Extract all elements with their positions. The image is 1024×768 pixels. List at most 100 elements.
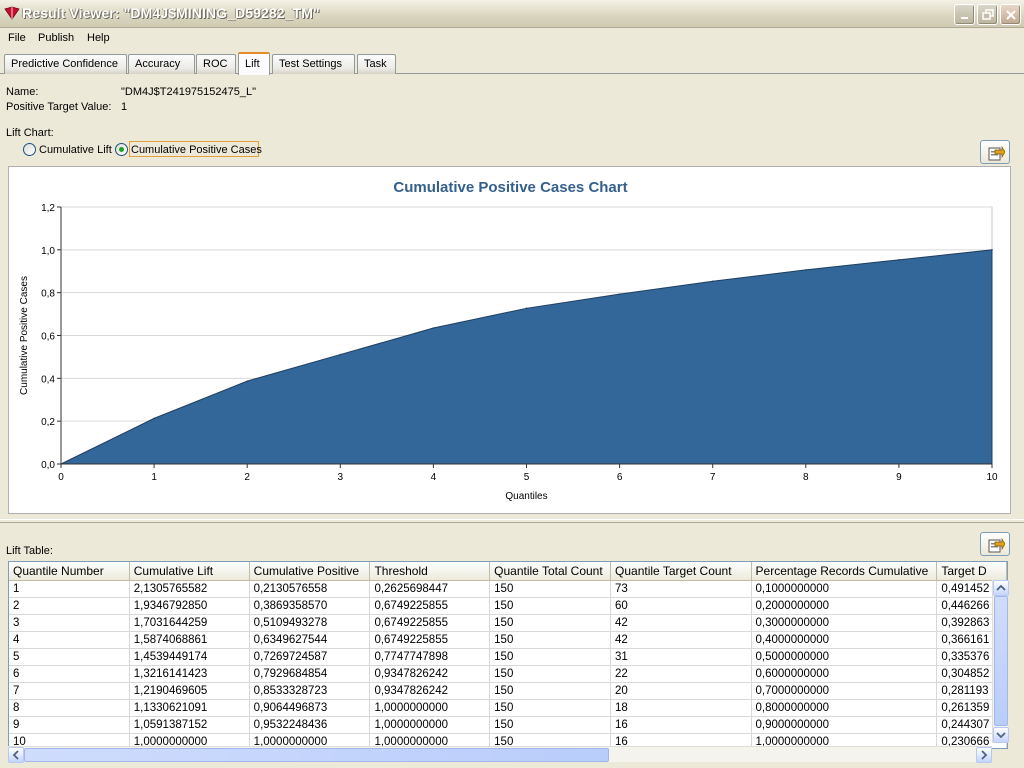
table-cell[interactable]: 1,1330621091 <box>129 699 250 717</box>
radio-cumulative-lift-label[interactable]: Cumulative Lift <box>39 144 112 156</box>
table-cell[interactable]: 0,6000000000 <box>751 665 938 683</box>
table-cell[interactable]: 60 <box>610 597 752 615</box>
table-cell[interactable]: 0,7929684854 <box>249 665 371 683</box>
menu-publish[interactable]: Publish <box>38 32 75 44</box>
table-cell[interactable]: 18 <box>610 699 752 717</box>
scroll-down-button[interactable] <box>993 727 1009 743</box>
horizontal-scrollbar[interactable] <box>8 746 992 763</box>
table-cell[interactable]: 1,0000000000 <box>369 699 491 717</box>
table-cell[interactable]: 0,230666 <box>936 733 1007 748</box>
table-cell[interactable]: 0,8000000000 <box>751 699 938 717</box>
table-cell[interactable]: 0,9532248436 <box>249 716 371 734</box>
table-cell[interactable]: 0,7747747898 <box>369 648 491 666</box>
table-cell[interactable]: 0,9347826242 <box>369 665 491 683</box>
table-cell[interactable]: 7 <box>9 682 130 700</box>
close-button[interactable] <box>1000 4 1021 25</box>
table-cell[interactable]: 150 <box>489 716 612 734</box>
menu-help[interactable]: Help <box>87 32 110 44</box>
table-cell[interactable]: 0,392863 <box>936 614 1007 632</box>
splitter[interactable] <box>0 519 1024 523</box>
column-header[interactable]: Percentage Records Cumulative <box>751 562 938 581</box>
table-cell[interactable]: 2,1305765582 <box>129 580 250 598</box>
column-header[interactable]: Quantile Total Count <box>489 562 612 581</box>
column-header[interactable]: Cumulative Positive <box>249 562 371 581</box>
table-cell[interactable]: 6 <box>9 665 130 683</box>
radio-cumulative-lift[interactable] <box>23 143 36 156</box>
table-cell[interactable]: 0,281193 <box>936 682 1007 700</box>
vertical-scroll-thumb[interactable] <box>994 596 1008 726</box>
table-cell[interactable]: 5 <box>9 648 130 666</box>
title-bar[interactable]: Result Viewer: "DM4J$MINING_D59282_TM" <box>0 0 1024 28</box>
table-row[interactable]: 4 1,5874068861 0,6349627544 0,6749225855 150… <box>9 631 1007 649</box>
table-cell[interactable]: 150 <box>489 597 612 615</box>
table-cell[interactable]: 20 <box>610 682 752 700</box>
table-cell[interactable]: 0,9347826242 <box>369 682 491 700</box>
radio-cumulative-positive-cases[interactable] <box>115 143 128 156</box>
table-row[interactable]: 7 1,2190469605 0,8533328723 0,9347826242 150… <box>9 682 1007 700</box>
table-cell[interactable]: 4 <box>9 631 130 649</box>
table-cell[interactable]: 0,1000000000 <box>751 580 938 598</box>
table-cell[interactable]: 73 <box>610 580 752 598</box>
table-cell[interactable]: 9 <box>9 716 130 734</box>
table-cell[interactable]: 0,7000000000 <box>751 682 938 700</box>
table-cell[interactable]: 0,9000000000 <box>751 716 938 734</box>
table-cell[interactable]: 0,2000000000 <box>751 597 938 615</box>
table-cell[interactable]: 150 <box>489 631 612 649</box>
table-row[interactable]: 9 1,0591387152 0,9532248436 1,0000000000 150… <box>9 716 1007 734</box>
table-cell[interactable]: 0,304852 <box>936 665 1007 683</box>
table-cell[interactable]: 42 <box>610 631 752 649</box>
table-row[interactable]: 2 1,9346792850 0,3869358570 0,6749225855 150… <box>9 597 1007 615</box>
table-row[interactable]: 8 1,1330621091 0,9064496873 1,0000000000 150… <box>9 699 1007 717</box>
column-header[interactable]: Quantile Number <box>9 562 130 581</box>
tab-task[interactable]: Task <box>357 54 396 74</box>
table-cell[interactable]: 3 <box>9 614 130 632</box>
column-header[interactable]: Quantile Target Count <box>610 562 752 581</box>
table-cell[interactable]: 10 <box>9 733 130 748</box>
table-cell[interactable]: 1,0000000000 <box>369 716 491 734</box>
table-cell[interactable]: 1,5874068861 <box>129 631 250 649</box>
vertical-scrollbar[interactable] <box>992 580 1009 743</box>
scroll-up-button[interactable] <box>993 580 1009 596</box>
table-cell[interactable]: 0,7269724587 <box>249 648 371 666</box>
column-header[interactable]: Target D <box>936 562 1007 581</box>
lift-table[interactable]: Quantile Number Cumulative Lift Cumulative… <box>8 561 1008 749</box>
table-cell[interactable]: 0,5000000000 <box>751 648 938 666</box>
table-cell[interactable]: 0,9064496873 <box>249 699 371 717</box>
menu-file[interactable]: File <box>8 32 26 44</box>
table-cell[interactable]: 1,0000000000 <box>369 733 491 748</box>
table-cell[interactable]: 0,366161 <box>936 631 1007 649</box>
table-row[interactable]: 6 1,3216141423 0,7929684854 0,9347826242 150… <box>9 665 1007 683</box>
table-cell[interactable]: 1,7031644259 <box>129 614 250 632</box>
table-cell[interactable]: 150 <box>489 733 612 748</box>
table-cell[interactable]: 0,2130576558 <box>249 580 371 598</box>
table-cell[interactable]: 150 <box>489 580 612 598</box>
table-cell[interactable]: 1,4539449174 <box>129 648 250 666</box>
table-cell[interactable]: 16 <box>610 733 752 748</box>
scroll-right-button[interactable] <box>976 747 992 763</box>
table-cell[interactable]: 1,0591387152 <box>129 716 250 734</box>
table-row[interactable]: 10 1,0000000000 1,0000000000 1,0000000000 15… <box>9 733 1007 748</box>
table-cell[interactable]: 8 <box>9 699 130 717</box>
table-cell[interactable]: 0,4000000000 <box>751 631 938 649</box>
table-cell[interactable]: 1,9346792850 <box>129 597 250 615</box>
table-cell[interactable]: 31 <box>610 648 752 666</box>
table-cell[interactable]: 2 <box>9 597 130 615</box>
table-cell[interactable]: 22 <box>610 665 752 683</box>
restore-button[interactable] <box>977 4 998 25</box>
table-cell[interactable]: 1,3216141423 <box>129 665 250 683</box>
table-cell[interactable]: 16 <box>610 716 752 734</box>
column-header[interactable]: Threshold <box>369 562 491 581</box>
export-table-button[interactable] <box>980 532 1010 556</box>
table-cell[interactable]: 1,0000000000 <box>249 733 371 748</box>
table-cell[interactable]: 1,0000000000 <box>751 733 938 748</box>
table-cell[interactable]: 0,6749225855 <box>369 631 491 649</box>
table-cell[interactable]: 1 <box>9 580 130 598</box>
table-cell[interactable]: 0,244307 <box>936 716 1007 734</box>
table-cell[interactable]: 0,5109493278 <box>249 614 371 632</box>
table-cell[interactable]: 1,0000000000 <box>129 733 250 748</box>
tab-test-settings[interactable]: Test Settings <box>272 54 355 74</box>
table-cell[interactable]: 0,2625698447 <box>369 580 491 598</box>
table-cell[interactable]: 0,6349627544 <box>249 631 371 649</box>
radio-cumulative-positive-cases-label[interactable]: Cumulative Positive Cases <box>131 144 262 156</box>
table-cell[interactable]: 0,3000000000 <box>751 614 938 632</box>
